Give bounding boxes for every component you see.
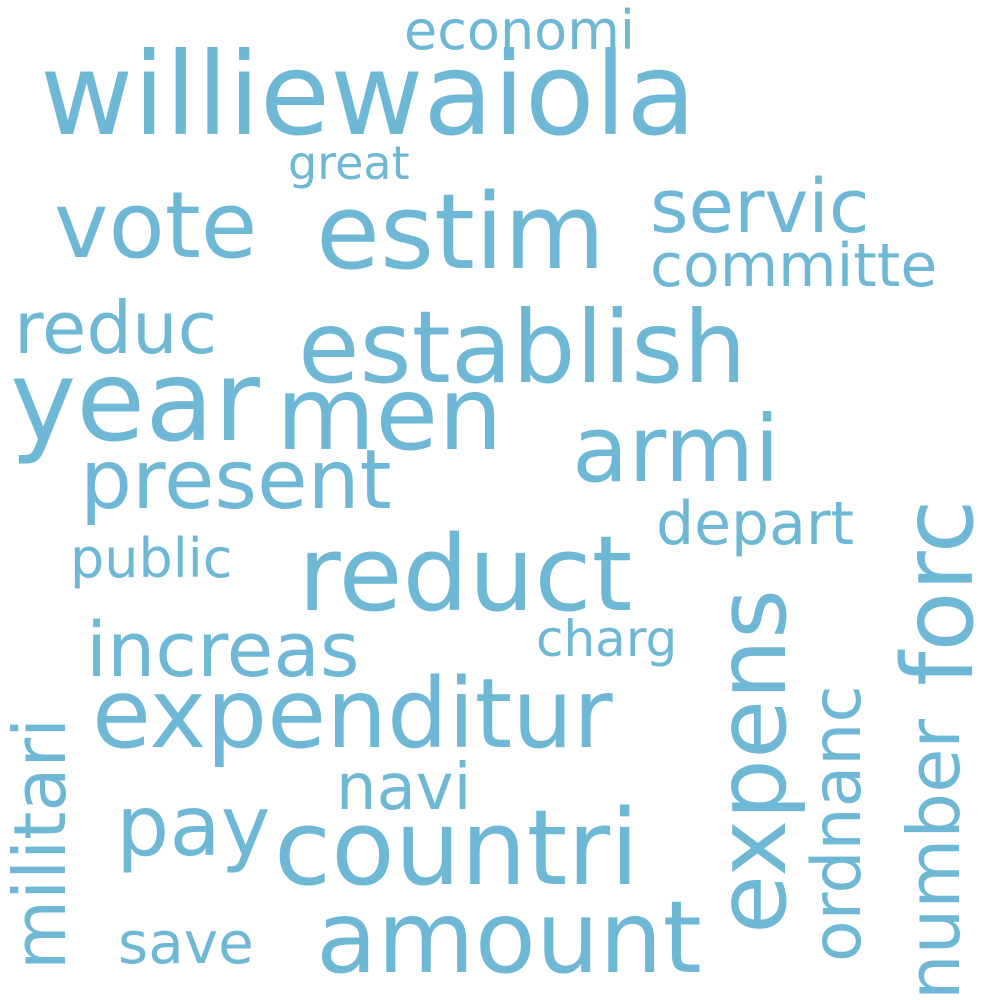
word-establish: establish <box>298 289 747 406</box>
word-militari: militari <box>0 717 82 970</box>
word-servic: servic <box>650 164 870 250</box>
word-economi: economi <box>404 0 635 62</box>
word-present: present <box>80 433 392 528</box>
word-committe: committe <box>650 231 938 301</box>
word-navi: navi <box>336 751 472 825</box>
word-number: number <box>892 718 976 1000</box>
word-reduct: reduct <box>298 513 633 635</box>
word-year: year <box>10 337 260 467</box>
word-expens: expens <box>696 588 808 934</box>
word-save: save <box>118 909 254 977</box>
word-reduc: reduc <box>14 286 218 370</box>
word-vote: vote <box>54 172 258 279</box>
word-estim: estim <box>316 171 606 293</box>
word-armi: armi <box>572 396 780 503</box>
word-countri: countri <box>274 787 640 909</box>
word-great: great <box>288 136 410 190</box>
word-men: men <box>276 355 503 474</box>
word-pay: pay <box>116 777 271 875</box>
word-public: public <box>70 527 233 590</box>
word-charg: charg <box>536 610 678 668</box>
word-forc: forc <box>882 499 996 686</box>
word-increas: increas <box>86 605 360 694</box>
word-williewaiola: williewaiola <box>40 28 697 161</box>
word-depart: depart <box>656 489 855 559</box>
word-expenditur: expenditur <box>92 658 613 770</box>
word-amount: amount <box>316 879 702 996</box>
word-ordnanc: ordnanc <box>798 685 877 962</box>
